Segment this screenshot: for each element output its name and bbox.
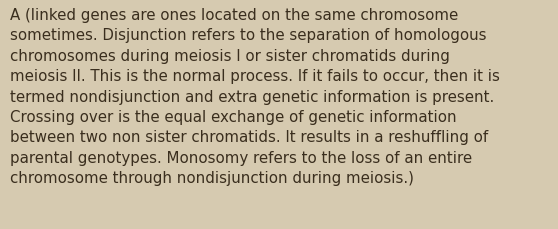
- Text: A (linked genes are ones located on the same chromosome
sometimes. Disjunction r: A (linked genes are ones located on the …: [10, 8, 500, 185]
